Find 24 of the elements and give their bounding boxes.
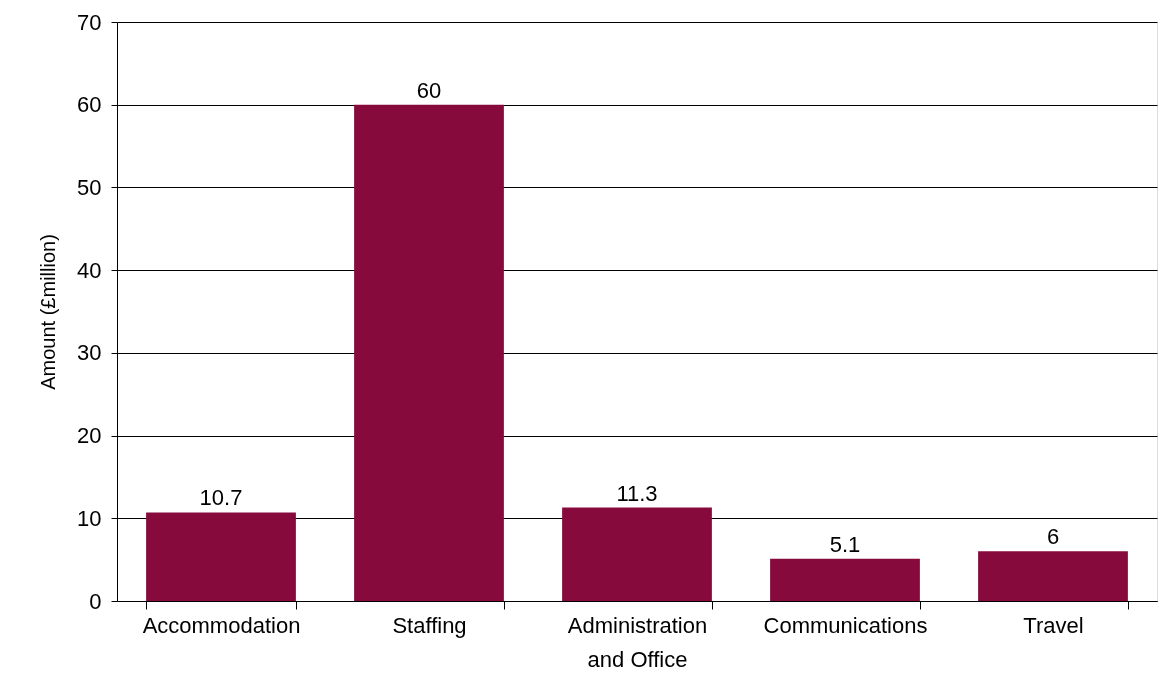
bar	[978, 551, 1128, 601]
data-label: 6	[1046, 524, 1060, 550]
bar	[562, 507, 712, 601]
x-tick-label: Staffing	[392, 612, 467, 638]
y-tick-label: 20	[77, 423, 102, 449]
data-label: 11.3	[616, 480, 658, 506]
y-tick-label: 10	[77, 505, 102, 531]
x-tick-label: Travel	[1023, 612, 1084, 638]
y-tick-label: 70	[77, 9, 102, 35]
bar	[146, 512, 296, 601]
y-tick-label: 0	[89, 588, 102, 614]
bar	[354, 104, 504, 601]
y-tick-label: 40	[77, 257, 102, 283]
x-tick-label: Accommodation	[142, 612, 301, 638]
x-tick-label: Administration and Office	[567, 612, 708, 672]
data-label: 60	[416, 77, 442, 103]
data-label: 5.1	[829, 531, 861, 557]
y-axis-title: Amount (£million)	[37, 234, 60, 390]
bar	[770, 558, 920, 601]
data-label: 10.7	[199, 485, 243, 511]
y-tick-label: 50	[77, 174, 102, 200]
y-tick-label: 30	[77, 340, 102, 366]
x-tick-label: Communications	[763, 612, 928, 638]
y-tick-label: 60	[77, 92, 102, 118]
